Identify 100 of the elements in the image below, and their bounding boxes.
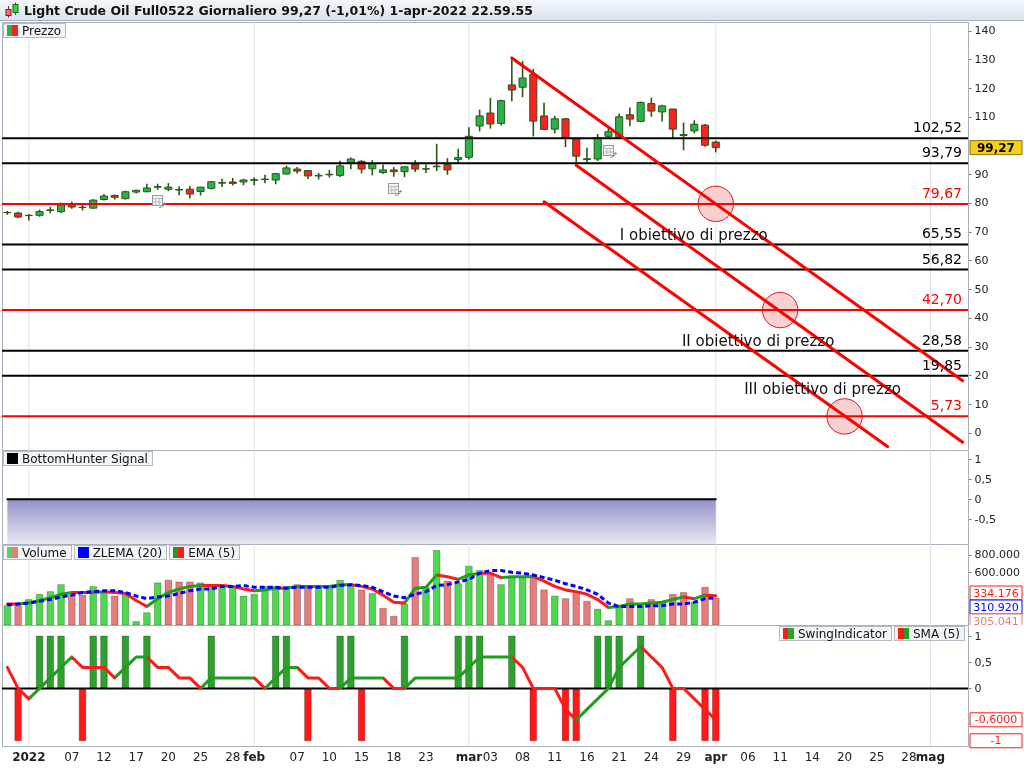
bar [239, 595, 248, 625]
bar [400, 603, 409, 625]
bar [583, 600, 591, 625]
ref-line-label: 5,73 [930, 397, 962, 414]
bar [3, 605, 12, 625]
ref-line-label: 28,58 [921, 331, 962, 348]
bar [690, 601, 699, 625]
y-tick-label: 30 [974, 340, 989, 354]
x-tick-label: 18 [386, 749, 402, 764]
bar [593, 608, 602, 625]
bar [357, 589, 366, 625]
y-tick-label: 140 [974, 24, 996, 38]
y-tick-label: 0 [974, 681, 982, 695]
legend-label: SMA (5) [913, 626, 960, 641]
legend-label: SwingIndicator [797, 626, 887, 641]
bar [443, 580, 452, 625]
x-tick-label: 28 [901, 749, 917, 764]
bar [475, 570, 484, 625]
text: 310.920 [973, 600, 1019, 614]
bar [100, 591, 108, 625]
x-tick-label: mar [455, 749, 483, 764]
bar [68, 594, 76, 625]
x-tick-label: 21 [611, 749, 627, 764]
candlestick [464, 126, 473, 161]
text: -0,6000 [974, 713, 1018, 727]
bar [336, 579, 344, 625]
x-tick-label: 07 [64, 749, 80, 764]
bar [636, 605, 645, 625]
x-tick-label: 2022 [12, 749, 46, 764]
y-tick-label: 0 [974, 426, 982, 440]
x-tick-label: 11 [772, 749, 788, 764]
bar [615, 606, 623, 625]
candlestick [497, 99, 506, 127]
y-tick-label: 110 [974, 110, 996, 124]
x-tick-label: 03 [482, 749, 499, 764]
bar [121, 594, 130, 625]
bar [518, 577, 527, 625]
y-tick-label: 0 [974, 492, 982, 506]
bar [454, 583, 462, 625]
x-tick-label: feb [243, 749, 266, 764]
bar [390, 615, 398, 625]
bar [175, 581, 183, 625]
bar [508, 577, 516, 625]
y-tick-label: 70 [974, 225, 989, 239]
bar [486, 572, 495, 625]
candlestick [475, 108, 484, 133]
bar [540, 589, 548, 625]
bar [282, 585, 291, 625]
candlestick [518, 60, 527, 99]
bar [304, 585, 312, 625]
candlestick [679, 121, 688, 152]
bar [561, 598, 570, 625]
x-tick-label: 29 [675, 749, 692, 764]
y-tick-label: 50 [974, 282, 989, 296]
x-tick-label: 25 [192, 749, 209, 764]
y-tick-label: 10 [974, 397, 989, 411]
bar [14, 605, 22, 625]
bar [368, 593, 377, 625]
bar [110, 595, 119, 625]
x-tick-label: 06 [740, 749, 756, 764]
y-tick-label: -0,5 [974, 512, 996, 526]
x-tick-label: 08 [514, 749, 531, 764]
y-tick-label: 80 [974, 196, 989, 210]
ref-line-label: 102,52 [913, 119, 962, 136]
bar [465, 565, 473, 625]
bar [132, 621, 140, 625]
candlestick [250, 176, 259, 186]
text: 305.041 [973, 614, 1019, 628]
candlestick [625, 106, 634, 128]
bar [143, 612, 151, 625]
ref-line-label: 79,67 [921, 184, 962, 201]
candlestick [421, 163, 431, 174]
x-tick-label: 10 [321, 749, 338, 764]
bar [218, 585, 226, 625]
bar [207, 585, 216, 625]
candlestick [593, 133, 602, 162]
legend-label: BottomHunter Signal [22, 451, 148, 466]
text: -1 [990, 734, 1002, 748]
candlestick [561, 117, 570, 149]
y-tick-label: 0,5 [974, 655, 992, 669]
bar [325, 585, 334, 625]
bar [411, 557, 419, 625]
y-tick-label: 800.000 [974, 548, 1020, 562]
y-tick-label: 40 [974, 311, 989, 325]
x-tick-label: 20 [836, 749, 853, 764]
x-tick-label: 20 [160, 749, 177, 764]
x-tick-label: 17 [128, 749, 144, 764]
x-tick-label: 11 [547, 749, 563, 764]
ref-line-label: 65,55 [921, 225, 962, 242]
candlestick [539, 101, 549, 132]
ref-line-label: 93,79 [921, 144, 962, 161]
y-tick-label: 120 [974, 81, 996, 95]
y-tick-label: 60 [974, 253, 989, 267]
candlestick [647, 96, 656, 118]
bar [572, 593, 580, 625]
y-tick-label: 1 [974, 629, 982, 643]
bar [229, 586, 237, 625]
candlestick [507, 57, 516, 103]
y-tick-label: 0,5 [974, 472, 992, 486]
x-tick-label: 15 [353, 749, 370, 764]
